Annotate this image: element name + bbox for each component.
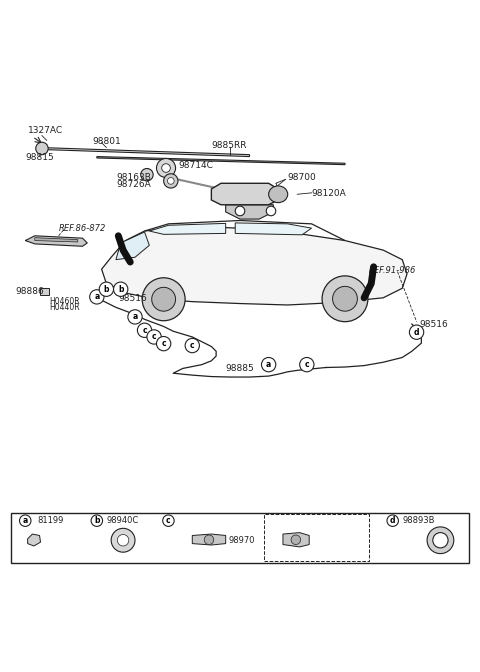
Circle shape [142,278,185,321]
Polygon shape [39,147,250,157]
Text: b: b [118,285,123,294]
Circle shape [266,206,276,216]
Text: 98726A: 98726A [116,179,151,189]
Circle shape [262,358,276,372]
Polygon shape [39,288,49,296]
Circle shape [185,339,199,353]
Polygon shape [25,236,87,246]
Circle shape [291,535,300,544]
Text: c: c [152,333,156,341]
Text: 98163B: 98163B [116,173,151,182]
Text: 81199: 81199 [37,516,63,526]
Polygon shape [116,232,149,259]
Circle shape [300,358,314,372]
Text: c: c [142,326,147,335]
Text: a: a [23,516,28,526]
Text: 98120A: 98120A [312,190,347,198]
Circle shape [427,527,454,554]
Circle shape [20,515,31,526]
Text: d: d [390,516,396,526]
Circle shape [36,142,48,155]
Circle shape [409,325,424,339]
Text: a: a [132,312,138,321]
Text: c: c [166,516,171,526]
Text: 98700: 98700 [288,173,316,182]
Circle shape [156,337,171,351]
Text: 98815: 98815 [25,153,54,161]
Polygon shape [283,533,309,547]
Text: 98893B: 98893B [402,516,435,526]
Circle shape [168,177,174,184]
Circle shape [322,276,368,322]
Text: 98885: 98885 [226,364,254,373]
Circle shape [152,288,176,311]
Circle shape [111,528,135,552]
Polygon shape [211,183,278,205]
Circle shape [433,533,448,548]
Circle shape [333,286,358,311]
Polygon shape [149,223,226,235]
Text: c: c [190,341,194,350]
Circle shape [156,159,176,177]
Circle shape [204,535,214,544]
Text: H0440R: H0440R [49,303,80,312]
Text: d: d [414,328,420,337]
Circle shape [91,515,103,526]
Polygon shape [192,534,226,545]
Text: H0460R: H0460R [49,297,80,306]
Circle shape [164,174,178,188]
Text: REF.86-872: REF.86-872 [59,224,106,233]
Circle shape [128,310,142,324]
Polygon shape [97,157,345,165]
Text: 98801: 98801 [92,137,121,146]
Text: 98940C: 98940C [107,516,139,526]
Text: 9885RR: 9885RR [211,140,247,150]
Circle shape [387,515,398,526]
Text: 98714C: 98714C [178,161,213,170]
Circle shape [117,534,129,546]
Text: b: b [94,516,99,526]
Text: c: c [304,360,309,369]
Text: 98886: 98886 [16,287,45,296]
Circle shape [163,515,174,526]
Text: a: a [94,292,99,301]
Circle shape [235,206,245,216]
Circle shape [141,169,153,181]
Circle shape [162,164,170,172]
Circle shape [114,282,128,296]
Text: (-141020): (-141020) [278,517,316,527]
Bar [264,514,369,561]
Text: REF.91-986: REF.91-986 [369,265,416,275]
Text: 97684C: 97684C [312,536,344,545]
Polygon shape [35,238,78,242]
Text: b: b [104,285,109,294]
Text: a: a [266,360,271,369]
Text: 98516: 98516 [118,294,147,303]
Circle shape [90,290,104,304]
Ellipse shape [269,186,288,203]
Circle shape [147,330,161,344]
Text: 98516: 98516 [419,320,448,329]
Circle shape [99,282,114,296]
Circle shape [137,323,152,337]
Text: c: c [161,339,166,348]
Text: 98970: 98970 [228,536,254,545]
Polygon shape [235,223,312,235]
Polygon shape [226,205,274,219]
Polygon shape [28,534,40,546]
Bar [11,513,469,562]
Text: 1327AC: 1327AC [28,126,63,135]
Polygon shape [102,226,407,305]
